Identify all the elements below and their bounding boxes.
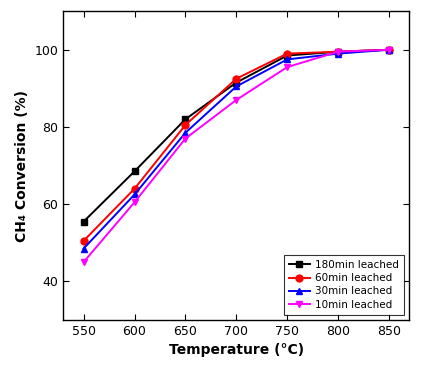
180min leached	[335, 49, 341, 54]
10min leached	[285, 65, 290, 69]
Line: 60min leached: 60min leached	[80, 46, 392, 244]
180min leached	[81, 219, 86, 224]
60min leached	[183, 123, 188, 127]
10min leached	[234, 98, 239, 102]
30min leached	[183, 131, 188, 135]
30min leached	[81, 246, 86, 251]
10min leached	[132, 200, 137, 205]
30min leached	[285, 57, 290, 62]
60min leached	[285, 51, 290, 56]
60min leached	[234, 77, 239, 81]
Legend: 180min leached, 60min leached, 30min leached, 10min leached: 180min leached, 60min leached, 30min lea…	[284, 255, 404, 315]
Line: 180min leached: 180min leached	[80, 46, 392, 225]
Y-axis label: CH₄ Conversion (%): CH₄ Conversion (%)	[15, 90, 29, 241]
Line: 30min leached: 30min leached	[80, 46, 392, 252]
60min leached	[335, 49, 341, 54]
10min leached	[335, 49, 341, 54]
10min leached	[387, 48, 392, 52]
Line: 10min leached: 10min leached	[80, 46, 392, 266]
180min leached	[285, 53, 290, 58]
30min leached	[234, 84, 239, 89]
60min leached	[81, 238, 86, 243]
30min leached	[387, 48, 392, 52]
60min leached	[132, 186, 137, 191]
30min leached	[132, 192, 137, 197]
X-axis label: Temperature (°C): Temperature (°C)	[169, 343, 304, 357]
180min leached	[387, 48, 392, 52]
180min leached	[183, 117, 188, 121]
180min leached	[132, 169, 137, 174]
10min leached	[183, 136, 188, 141]
10min leached	[81, 260, 86, 264]
30min leached	[335, 51, 341, 56]
60min leached	[387, 48, 392, 52]
180min leached	[234, 80, 239, 85]
